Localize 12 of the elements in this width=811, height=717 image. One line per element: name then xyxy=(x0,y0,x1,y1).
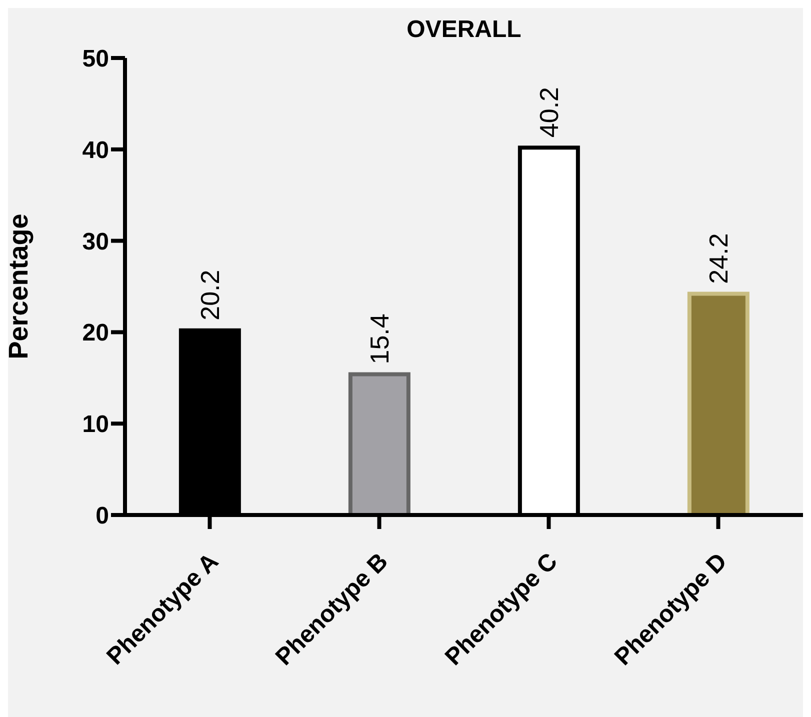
y-tick-label: 30 xyxy=(82,228,109,256)
y-axis-title: Percentage xyxy=(4,214,34,360)
data-label: 15.4 xyxy=(364,314,394,364)
y-tick-label: 50 xyxy=(82,46,109,73)
data-label: 20.2 xyxy=(194,270,225,320)
y-tick-label: 10 xyxy=(82,411,109,438)
data-label: 24.2 xyxy=(703,233,734,284)
y-tick-label: 20 xyxy=(82,320,109,347)
data-label: 40.2 xyxy=(534,86,564,138)
y-tick-label: 0 xyxy=(96,502,109,530)
chart-title: OVERALL xyxy=(406,16,522,44)
y-tick-label: 40 xyxy=(82,136,109,164)
